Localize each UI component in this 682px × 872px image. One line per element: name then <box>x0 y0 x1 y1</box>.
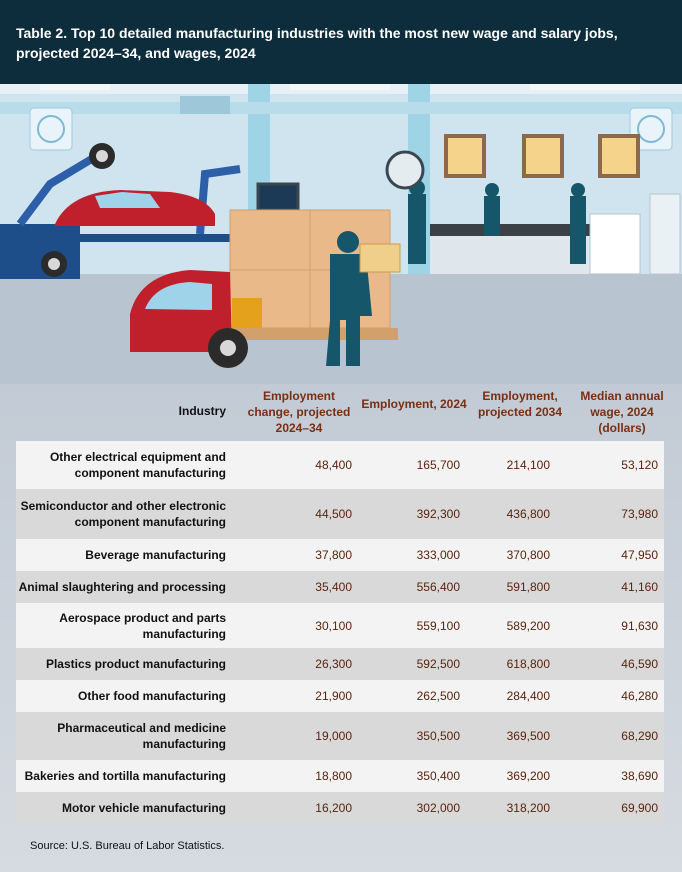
table-row: Semiconductor and other electronic compo… <box>16 489 664 539</box>
value-wage: 46,280 <box>621 689 658 703</box>
value-emp-2024: 302,000 <box>416 801 460 815</box>
industry-label: Plastics product manufacturing <box>45 657 226 671</box>
table-row: Aerospace product and parts manufacturin… <box>16 603 664 648</box>
table-row: Motor vehicle manufacturing 16,200 302,000… <box>16 792 664 824</box>
value-change: 35,400 <box>315 580 352 594</box>
industry-label: Motor vehicle manufacturing <box>61 801 226 815</box>
column-header-median-wage: Median annual wage, 2024 (dollars) <box>580 389 664 435</box>
column-header-change: Employment change, projected 2024–34 <box>247 389 351 435</box>
value-emp-2024: 333,000 <box>416 548 460 562</box>
value-change: 30,100 <box>315 618 352 633</box>
value-wage: 47,950 <box>621 548 658 562</box>
data-table: Other electrical equipment and component… <box>16 441 664 824</box>
value-emp-2024: 392,300 <box>416 507 460 521</box>
value-change: 18,800 <box>315 769 352 783</box>
title-bar: Table 2. Top 10 detailed manufacturing i… <box>0 0 682 84</box>
industry-label: Bakeries and tortilla manufacturing <box>24 769 226 783</box>
value-emp-2034: 369,500 <box>506 729 550 743</box>
value-change: 16,200 <box>315 801 352 815</box>
value-change: 19,000 <box>315 729 352 743</box>
value-change: 37,800 <box>315 548 352 562</box>
table-row: Other food manufacturing 21,900 262,500 284… <box>16 680 664 712</box>
table-row: Animal slaughtering and processing 35,400… <box>16 571 664 603</box>
value-emp-2034: 214,100 <box>506 458 550 472</box>
value-emp-2024: 262,500 <box>416 689 460 703</box>
column-header-industry: Industry <box>178 404 226 418</box>
value-wage: 68,290 <box>621 729 658 743</box>
column-header-employment-2034: Employment, projected 2034 <box>477 389 563 419</box>
value-wage: 46,590 <box>621 657 658 671</box>
value-emp-2024: 559,100 <box>416 618 460 633</box>
value-emp-2024: 165,700 <box>416 458 460 472</box>
industry-label: Other electrical equipment and component… <box>49 450 226 480</box>
industry-label: Beverage manufacturing <box>85 548 226 562</box>
value-change: 21,900 <box>315 689 352 703</box>
table-row: Plastics product manufacturing 26,300 592,… <box>16 648 664 680</box>
source-note: Source: U.S. Bureau of Labor Statistics. <box>30 840 225 852</box>
industry-label: Animal slaughtering and processing <box>18 580 226 594</box>
table-row: Beverage manufacturing 37,800 333,000 370,8… <box>16 539 664 571</box>
value-change: 26,300 <box>315 657 352 671</box>
value-emp-2024: 350,500 <box>416 729 460 743</box>
industry-label: Pharmaceutical and medicine manufacturin… <box>57 721 226 751</box>
value-wage: 73,980 <box>621 507 658 521</box>
table-title: Table 2. Top 10 detailed manufacturing i… <box>16 25 618 61</box>
column-header-employment-2024: Employment, 2024 <box>361 397 467 411</box>
value-emp-2034: 618,800 <box>506 657 550 671</box>
industry-label: Semiconductor and other electronic compo… <box>20 499 226 529</box>
value-emp-2034: 436,800 <box>506 507 550 521</box>
value-wage: 53,120 <box>621 458 658 472</box>
value-emp-2034: 369,200 <box>506 769 550 783</box>
value-emp-2034: 589,200 <box>506 618 550 633</box>
value-emp-2034: 284,400 <box>506 689 550 703</box>
value-emp-2024: 350,400 <box>416 769 460 783</box>
value-emp-2024: 592,500 <box>416 657 460 671</box>
table-row: Other electrical equipment and component… <box>16 441 664 489</box>
factory-illustration <box>0 84 682 384</box>
table-row: Bakeries and tortilla manufacturing 18,80… <box>16 760 664 792</box>
value-change: 44,500 <box>315 507 352 521</box>
industry-label: Aerospace product and parts manufacturin… <box>59 610 226 641</box>
value-wage: 91,630 <box>621 618 658 633</box>
value-change: 48,400 <box>315 458 352 472</box>
value-emp-2034: 591,800 <box>506 580 550 594</box>
value-wage: 69,900 <box>621 801 658 815</box>
value-wage: 41,160 <box>621 580 658 594</box>
value-emp-2024: 556,400 <box>416 580 460 594</box>
value-wage: 38,690 <box>621 769 658 783</box>
table-row: Pharmaceutical and medicine manufacturin… <box>16 712 664 760</box>
industry-label: Other food manufacturing <box>78 689 226 703</box>
value-emp-2034: 318,200 <box>506 801 550 815</box>
value-emp-2034: 370,800 <box>506 548 550 562</box>
